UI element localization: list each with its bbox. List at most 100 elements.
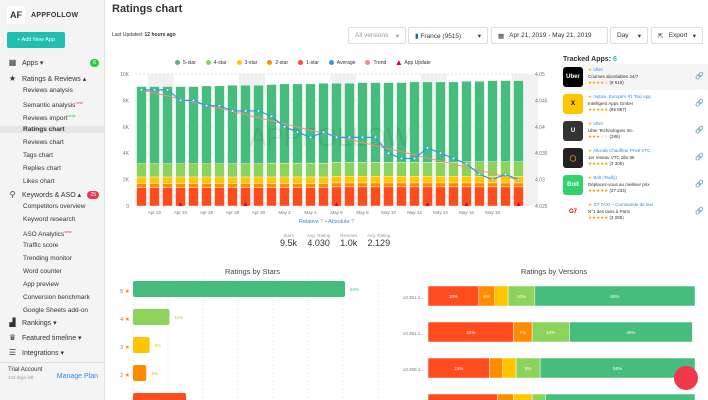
legend-item[interactable]: 4-star [205, 60, 227, 66]
bar-2-star[interactable] [422, 182, 433, 188]
bar-2-star[interactable] [357, 182, 368, 188]
sidebar-item[interactable]: Keyword research [23, 216, 76, 223]
bar-3-star[interactable] [227, 176, 238, 184]
bar-4-star[interactable] [357, 162, 368, 177]
link-icon[interactable]: 🔗 [695, 73, 704, 80]
bar-3-star[interactable] [474, 176, 485, 184]
average-point[interactable] [426, 146, 429, 150]
bar-5-star[interactable] [461, 81, 472, 162]
legend-item[interactable]: 3-star [236, 60, 257, 66]
bar-4-star[interactable] [214, 163, 225, 178]
bar-5-star[interactable] [383, 82, 394, 163]
manage-plan-link[interactable]: Manage Plan [56, 373, 98, 380]
tracked-app[interactable]: Bolt ★ Bolt (Taxify) Déplacez-vous au meil… [561, 172, 708, 198]
bar-2-star[interactable] [305, 183, 316, 188]
bar-1-star[interactable] [474, 186, 485, 207]
legend-item[interactable]: 2-star [267, 60, 288, 66]
bar-5-star[interactable] [448, 81, 459, 163]
bar-5-star[interactable] [435, 81, 446, 163]
bar-4-star[interactable] [318, 162, 329, 178]
sidebar-item[interactable]: Reviews importbeta [23, 113, 76, 123]
bar-3-star[interactable] [188, 176, 199, 184]
bar-2-star[interactable] [266, 183, 277, 188]
average-point[interactable] [192, 98, 195, 102]
bar-1-star[interactable] [318, 187, 329, 207]
bar-3-star[interactable] [331, 176, 342, 184]
average-point[interactable] [231, 109, 234, 113]
bar-3-star[interactable] [318, 176, 329, 184]
bar-5-star[interactable] [266, 84, 277, 164]
bar-5-star[interactable] [370, 82, 381, 163]
bar-5-star[interactable] [201, 85, 212, 164]
bar-4-star[interactable] [435, 162, 446, 177]
bar-4-star[interactable] [344, 162, 355, 177]
bar-4-star[interactable] [266, 162, 277, 178]
average-point[interactable] [257, 109, 260, 113]
bar-4-star[interactable] [227, 163, 238, 178]
bar-4-star[interactable] [188, 163, 199, 178]
legend-item[interactable]: Average [328, 60, 355, 66]
sidebar-item[interactable]: Semantic analysisnew [23, 100, 83, 110]
app-update-marker[interactable] [516, 202, 521, 206]
bar-3-star[interactable] [435, 176, 446, 184]
logo[interactable]: AF APPFOLLOW [7, 6, 78, 24]
bar-3-star[interactable] [370, 176, 381, 184]
date-range-picker[interactable]: ▦ Apr 21, 2019 - May 21, 2019 [491, 27, 608, 44]
average-point[interactable] [413, 157, 416, 160]
link-icon[interactable]: 🔗 [695, 154, 704, 161]
sidebar-item-integrations[interactable]: ☰ Integrations ▾ [8, 348, 65, 357]
app-update-marker[interactable] [334, 202, 339, 206]
bar-1-star[interactable] [253, 187, 264, 207]
average-point[interactable] [452, 157, 455, 160]
sidebar-item[interactable]: Likes chart [23, 178, 55, 185]
bar-5-star[interactable] [149, 86, 160, 164]
bar-5-star[interactable] [513, 80, 524, 162]
bar-3-star[interactable] [253, 176, 264, 184]
average-point[interactable] [179, 98, 182, 102]
bar-2-star[interactable] [279, 183, 290, 188]
bar-5-star[interactable] [136, 86, 147, 164]
stars-bar[interactable] [133, 393, 186, 400]
app-update-marker[interactable] [243, 202, 248, 206]
bar-5-star[interactable] [409, 81, 420, 163]
bar-5-star[interactable] [214, 85, 225, 164]
bar-3-star[interactable] [422, 176, 433, 184]
stars-bar[interactable] [133, 281, 345, 297]
bar-4-star[interactable] [175, 163, 186, 178]
sidebar-item-keywords-aso[interactable]: ⚲ Keywords & ASO ▴ 25 [8, 190, 103, 199]
sidebar-item-ratings-reviews[interactable]: ★ Ratings & Reviews ▴ [8, 74, 87, 83]
sidebar-item[interactable]: Competitors overview [23, 203, 86, 210]
bar-2-star[interactable] [136, 183, 147, 188]
bar-5-star[interactable] [240, 85, 251, 164]
sidebar-item-apps[interactable]: ▦ Apps ▾ 6 [8, 58, 103, 67]
bar-4-star[interactable] [292, 162, 303, 178]
bar-1-star[interactable] [136, 187, 147, 207]
version-bar-3-star[interactable] [502, 357, 517, 379]
tracked-app[interactable]: Uber ★ Uber Courses abordables 24/7 ★★★★☆ (… [561, 64, 708, 90]
bar-2-star[interactable] [175, 183, 186, 188]
sidebar-item-rankings[interactable]: ▟ Rankings ▾ [9, 318, 57, 327]
bar-4-star[interactable] [136, 163, 147, 178]
bar-1-star[interactable] [201, 187, 212, 207]
bar-2-star[interactable] [214, 183, 225, 188]
app-update-marker[interactable] [425, 202, 430, 206]
average-point[interactable] [166, 88, 169, 92]
bar-3-star[interactable] [214, 176, 225, 184]
sidebar-item[interactable]: App preview [23, 281, 59, 288]
average-point[interactable] [140, 88, 143, 92]
bar-5-star[interactable] [305, 83, 316, 164]
average-point[interactable] [205, 104, 208, 108]
bar-2-star[interactable] [201, 183, 212, 188]
average-point[interactable] [244, 109, 247, 113]
period-dropdown[interactable]: Day ▾ [610, 27, 648, 44]
bar-3-star[interactable] [201, 176, 212, 184]
bar-2-star[interactable] [396, 182, 407, 188]
sidebar-item[interactable]: Tags chart [23, 152, 53, 159]
version-bar-5-star[interactable] [534, 285, 696, 307]
relative-toggle[interactable]: Relative [299, 219, 319, 225]
sidebar-item[interactable]: Trending monitor [23, 255, 72, 262]
average-point[interactable] [374, 135, 377, 139]
bar-3-star[interactable] [149, 176, 160, 184]
bar-4-star[interactable] [409, 162, 420, 177]
sidebar-item-featured-timeline[interactable]: ♛ Featured timeline ▾ [8, 333, 82, 342]
